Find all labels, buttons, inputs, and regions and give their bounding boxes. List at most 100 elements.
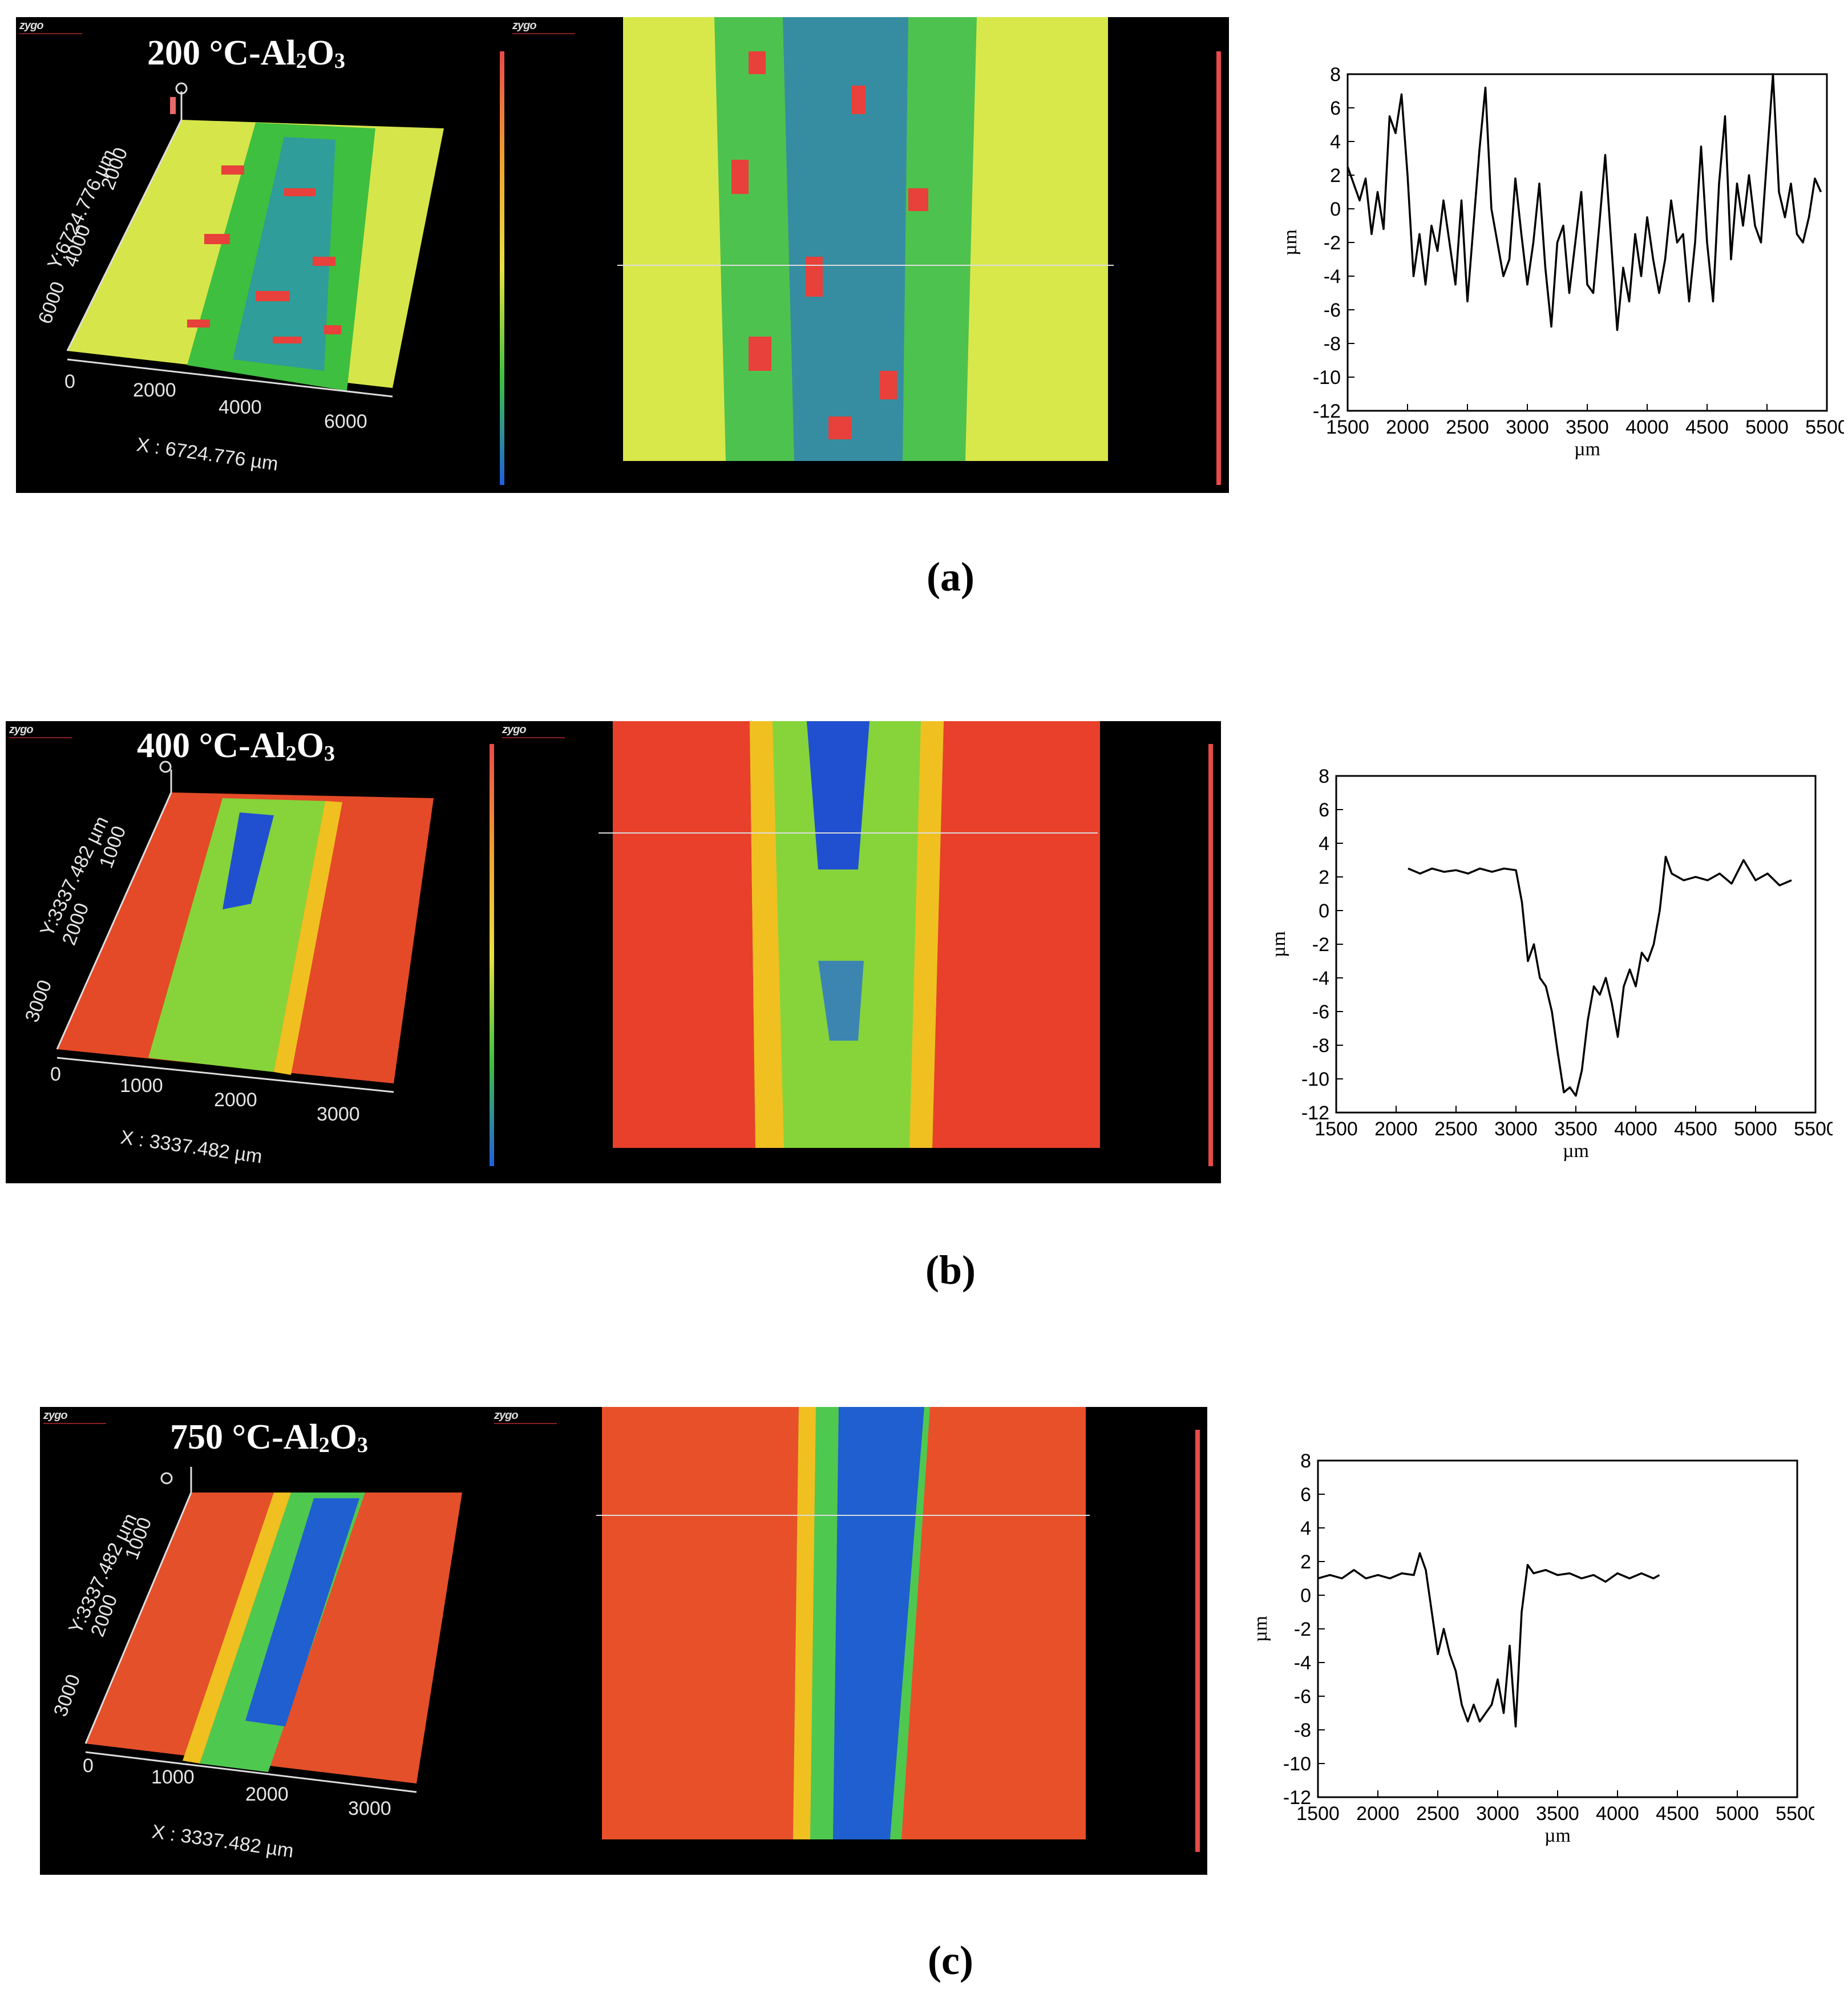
y-tick-label: -6 [1312, 1001, 1329, 1023]
y-tick-label: -12 [1313, 401, 1341, 422]
zygo-logo: zygo [494, 1409, 556, 1424]
x-tick-label: 4000 [1596, 1803, 1639, 1825]
y-tick-label: 8 [1300, 1450, 1311, 1472]
x-axis-3d [67, 358, 393, 398]
y-axis-label: µm [1268, 931, 1289, 957]
z-axis-origin [160, 1472, 173, 1485]
x-tick: 1000 [151, 1766, 195, 1788]
surface-3d-plot-b: 0 1000 2000 3000 X : 3337.482 µm 3000 20… [21, 761, 434, 1168]
x-axis-label: µm [1563, 1140, 1589, 1162]
panel-caption: (c) [928, 1938, 973, 1983]
wear-track-deep [818, 961, 864, 1041]
panel-title: 400 °C-Al2O3 [137, 726, 335, 766]
y-tick-label: -10 [1313, 367, 1341, 389]
x-tick-label: 1500 [1326, 416, 1369, 438]
y-axis-3d [66, 119, 183, 351]
panel-caption: (a) [927, 554, 974, 600]
zygo-logo: zygo [19, 19, 82, 34]
y-tick-label: 4 [1300, 1518, 1311, 1539]
x-tick-label: 4500 [1674, 1118, 1717, 1140]
x-axis-3d [56, 1057, 394, 1093]
x-tick-label: 5000 [1745, 416, 1789, 438]
y-tick-label: 6 [1330, 98, 1341, 119]
profile-chart-b: 1500 2000 2500 3000 3500 4000 4500 5000 5500 -12 -… [1268, 766, 1833, 1162]
y-tick-label: -6 [1324, 300, 1341, 321]
profile-series-line [1408, 855, 1792, 1097]
z-marker [170, 97, 176, 114]
x-tick: 4000 [219, 397, 262, 418]
plot-frame [1335, 775, 1817, 1114]
profile-series-line [1317, 1552, 1660, 1728]
x-tick-label: 5000 [1734, 1118, 1777, 1140]
profile-chart-c: 1500 2000 2500 3000 3500 4000 4500 5000 5500 -12 -… [1250, 1450, 1814, 1846]
x-tick: 3000 [317, 1103, 360, 1125]
x-axis-label: µm [1574, 439, 1600, 460]
wear-track-deep [223, 812, 274, 909]
x-tick-label: 2000 [1356, 1803, 1400, 1825]
z-axis-origin [175, 82, 188, 95]
x-tick: 0 [83, 1755, 94, 1777]
panel-title: 750 °C-Al2O3 [170, 1418, 368, 1457]
y-tick-label: -4 [1294, 1652, 1311, 1674]
y-tick-label: -4 [1324, 266, 1341, 288]
y-tick-label: 0 [1300, 1585, 1311, 1607]
x-extent-label: X : 6724.776 µm [135, 434, 280, 475]
x-tick-label: 3500 [1554, 1118, 1598, 1140]
x-tick-label: 4500 [1656, 1803, 1699, 1825]
x-tick-label: 5000 [1716, 1803, 1759, 1825]
track-edge [183, 1493, 291, 1764]
x-tick: 2000 [133, 379, 176, 401]
x-tick-label: 3500 [1536, 1803, 1579, 1825]
y-tick: 3000 [21, 977, 56, 1025]
y-tick-label: 4 [1319, 833, 1329, 855]
surface-3d-plot-c: 0 1000 2000 3000 X : 3337.482 µm 3000 20… [50, 1467, 462, 1862]
z-axis-origin [159, 761, 172, 773]
wear-track-deep [783, 17, 908, 461]
surface-2d-map-b: zygo [499, 721, 1221, 1183]
x-tick-label: 4000 [1614, 1118, 1657, 1140]
y-tick-label: -8 [1294, 1720, 1311, 1741]
y-tick-label: -10 [1301, 1069, 1329, 1090]
zygo-logo: zygo [9, 723, 71, 738]
color-scale-bar [1208, 744, 1213, 1166]
y-tick: 6000 [34, 279, 70, 327]
track-edge [274, 801, 342, 1075]
zygo-logo: zygo [502, 723, 564, 738]
y-tick-label: -6 [1294, 1686, 1311, 1708]
track-edge [909, 721, 944, 1148]
surface-3d-view-b: zygo 0 1000 2000 3000 X : 3337.482 µm 30… [6, 721, 499, 1183]
x-tick-label: 5500 [1776, 1803, 1814, 1825]
y-tick-label: 0 [1319, 900, 1329, 922]
zygo-logo: zygo [512, 19, 575, 34]
surface-2d-map-a: zygo [509, 17, 1229, 493]
x-tick-label: 5500 [1794, 1118, 1833, 1140]
panel-title: 200 °C-Al2O3 [147, 34, 345, 73]
y-tick-label: 2 [1319, 867, 1329, 888]
y-axis-label: µm [1280, 229, 1301, 256]
panel-caption: (b) [925, 1247, 976, 1293]
y-tick-label: 6 [1319, 799, 1329, 821]
high-spots [731, 51, 928, 439]
y-tick-label: -10 [1283, 1753, 1311, 1775]
x-tick: 3000 [348, 1798, 391, 1819]
x-tick-label: 2000 [1386, 416, 1429, 438]
y-tick-label: 0 [1330, 199, 1341, 220]
x-tick-label: 2000 [1374, 1118, 1418, 1140]
zygo-logo: zygo [43, 1409, 106, 1424]
y-axis-3d [84, 1492, 192, 1744]
x-axis-label: µm [1544, 1825, 1571, 1846]
wear-track [148, 798, 325, 1072]
x-tick-label: 2500 [1434, 1118, 1478, 1140]
surface-3d-plot-a: 0 2000 4000 6000 X : 6724.776 µm 6000 40… [34, 82, 444, 475]
surface-map-c [596, 1407, 1200, 1852]
surface-map-b [599, 721, 1213, 1166]
profile-chart-a: 1500 2000 2500 3000 3500 4000 4500 5000 5500 -12 -… [1280, 64, 1844, 460]
x-tick-label: 1500 [1296, 1803, 1340, 1825]
y-tick-label: 4 [1330, 131, 1341, 153]
track-edge [750, 721, 784, 1148]
x-tick-label: 3000 [1506, 416, 1549, 438]
y-tick-label: -4 [1312, 968, 1329, 989]
y-tick-label: 2 [1330, 165, 1341, 187]
profile-series-line [1346, 73, 1822, 331]
color-scale-bar [1195, 1430, 1200, 1852]
